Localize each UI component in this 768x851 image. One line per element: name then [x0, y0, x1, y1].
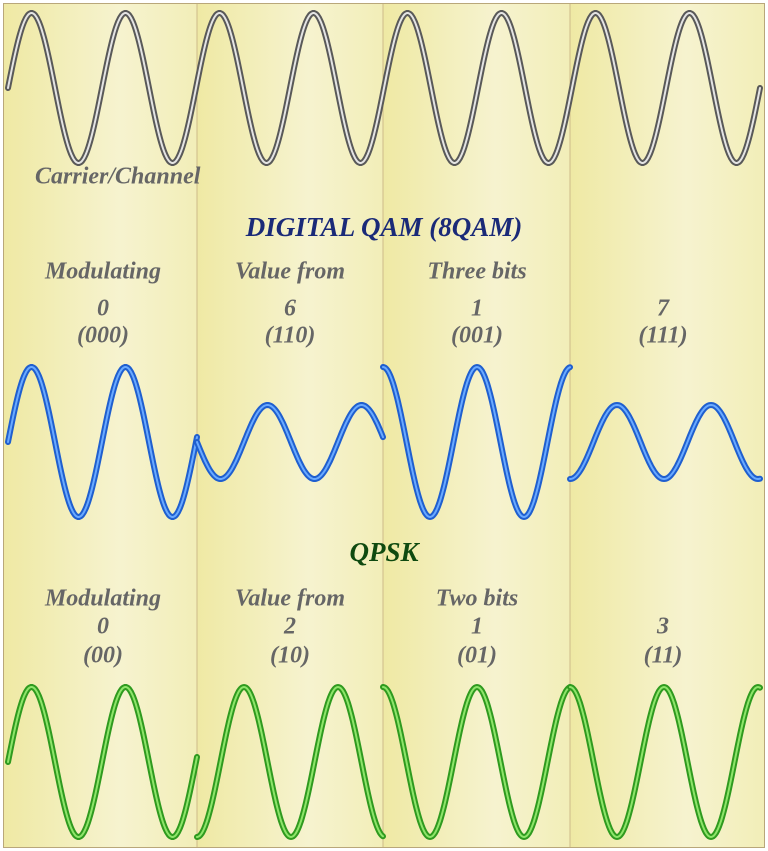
- caption: Value from: [235, 586, 345, 612]
- value: 0: [97, 296, 109, 322]
- bits: (11): [644, 643, 683, 669]
- wave: [7, 366, 198, 518]
- value: 1: [471, 614, 483, 640]
- wave: [382, 685, 571, 839]
- bits: (00): [83, 643, 123, 669]
- caption: Modulating: [44, 259, 161, 285]
- value: 0: [97, 614, 109, 640]
- value: 6: [284, 296, 296, 322]
- caption: Two bits: [436, 586, 518, 612]
- qam-title: DIGITAL QAM (8QAM): [245, 212, 523, 242]
- border: [3, 3, 765, 848]
- column-bg: [383, 4, 570, 847]
- value: 1: [471, 296, 483, 322]
- bits: (10): [270, 643, 310, 669]
- caption: Value from: [235, 259, 345, 285]
- bits: (000): [77, 323, 129, 349]
- waves: [5, 10, 763, 841]
- value: 3: [656, 614, 669, 640]
- bits: (001): [451, 323, 503, 349]
- wave: [382, 365, 571, 519]
- value: 2: [283, 614, 296, 640]
- bits: (01): [457, 643, 497, 669]
- caption: Three bits: [427, 259, 526, 285]
- wave: [7, 686, 198, 838]
- wave: [569, 403, 761, 481]
- caption: Modulating: [44, 586, 161, 612]
- value: 7: [657, 296, 670, 322]
- wave: [569, 685, 761, 839]
- bits: (111): [638, 323, 687, 349]
- bits: (110): [265, 323, 316, 349]
- column-bg: [4, 4, 197, 847]
- wave: [7, 12, 761, 164]
- qpsk-title: QPSK: [349, 537, 420, 567]
- carrier-label: Carrier/Channel: [35, 164, 201, 190]
- wave: [196, 685, 384, 839]
- wave: [196, 404, 384, 480]
